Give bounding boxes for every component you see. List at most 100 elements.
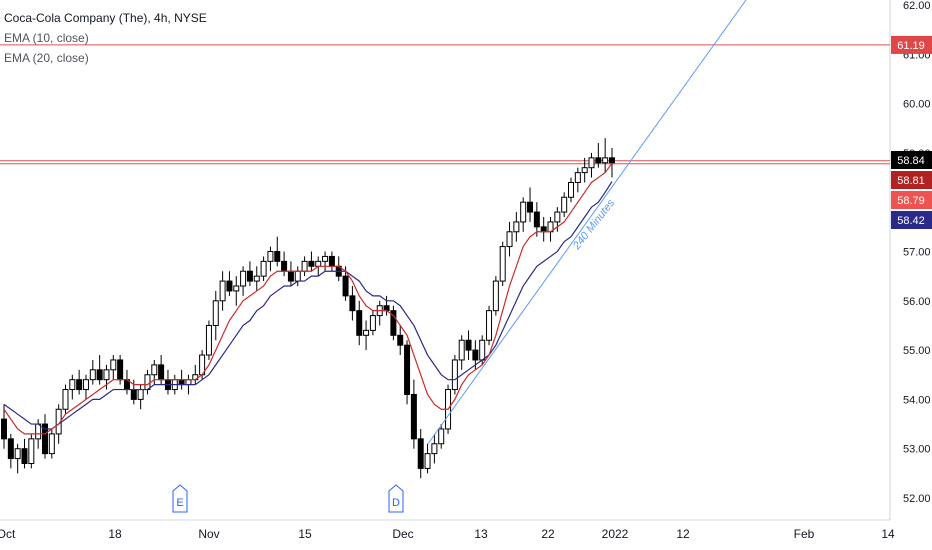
candle-body (369, 315, 376, 331)
candle-body (144, 374, 151, 391)
x-tick-label: 15 (298, 527, 312, 541)
price-badge (891, 191, 932, 209)
legend-title[interactable]: Coca-Cola Company (The), 4h, NYSE (4, 11, 207, 25)
candle-body (219, 280, 226, 302)
candle-body (424, 453, 431, 469)
candle-body (41, 423, 48, 455)
candle-body (7, 438, 14, 460)
candle-body (602, 157, 609, 164)
candle-body (520, 201, 527, 223)
candle-body (62, 389, 69, 410)
x-tick-label: 12 (676, 527, 690, 541)
candle-body (151, 364, 158, 376)
candle-body (294, 270, 301, 282)
candle-body (540, 226, 547, 233)
candle-body (492, 280, 499, 312)
candle-body (103, 369, 110, 381)
candle-body (35, 423, 42, 440)
candle-body (267, 251, 274, 262)
candle-body (185, 379, 192, 386)
legend-ema10[interactable]: EMA (10, close) (4, 31, 89, 45)
candle-body (356, 310, 363, 336)
price-badge-label: 61.19 (897, 40, 925, 52)
candle-body (561, 196, 568, 213)
candle-body (82, 379, 89, 391)
candle-body (89, 369, 96, 381)
price-badge (891, 35, 932, 54)
ema10-line (3, 162, 613, 435)
price-badge-label: 58.42 (897, 215, 925, 227)
candle-body (274, 251, 281, 262)
candle-body (404, 344, 411, 395)
price-badge-label: 58.81 (897, 175, 925, 187)
candle-body (506, 231, 513, 248)
event-marker-label: D (392, 497, 400, 509)
candle-body (458, 339, 465, 361)
x-tick-label: Dec (392, 527, 413, 541)
x-tick-label: 22 (541, 527, 555, 541)
price-badge (891, 171, 932, 189)
candle-body (383, 305, 390, 312)
y-tick-label: 54.00 (903, 394, 931, 406)
x-tick-label: Nov (198, 527, 219, 541)
candle-body (554, 211, 561, 223)
x-tick-label: Feb (794, 527, 815, 541)
candle-body (568, 181, 575, 198)
y-tick-label: 56.00 (903, 296, 931, 308)
candle-body (533, 211, 540, 228)
price-axis-background (890, 0, 932, 550)
candle-body (117, 359, 124, 381)
candle-body (1, 418, 7, 440)
candle-body (14, 448, 21, 460)
price-badge (891, 211, 932, 229)
candle-body (287, 270, 294, 282)
candle-body (486, 310, 493, 341)
candle-body (69, 379, 76, 391)
x-tick-label: 14 (881, 527, 895, 541)
candle-body (110, 359, 117, 371)
candle-body (137, 389, 144, 400)
price-badge-label: 58.84 (897, 155, 925, 167)
ema20-line (3, 181, 613, 430)
y-tick-label: 52.00 (903, 493, 931, 505)
candle-body (417, 438, 424, 469)
candle-body (260, 260, 267, 277)
candle-body (465, 339, 472, 351)
candle-body (130, 389, 137, 400)
trendline[interactable] (427, 0, 747, 445)
y-tick-label: 53.00 (903, 444, 931, 456)
legend-ema20[interactable]: EMA (20, close) (4, 51, 89, 65)
candle-body (397, 334, 404, 346)
price-badge-label: 58.79 (897, 195, 925, 207)
candle-body (513, 221, 520, 233)
event-marker[interactable] (388, 484, 404, 513)
x-tick-label: 2022 (602, 527, 629, 541)
x-tick-label: 18 (108, 527, 122, 541)
candle-body (472, 349, 479, 361)
candle-body (581, 167, 588, 174)
candle-body (342, 275, 349, 297)
candle-body (390, 310, 397, 336)
candle-body (240, 270, 247, 287)
candle-body (595, 157, 602, 164)
candle-body (322, 255, 329, 262)
candle-body (76, 379, 83, 391)
candle-body (21, 448, 28, 464)
candle-body (226, 280, 233, 292)
price-badge (891, 151, 932, 169)
candle-body (212, 300, 219, 326)
candle-body (48, 433, 55, 455)
x-tick-label: 13 (474, 527, 488, 541)
candle-body (431, 443, 438, 455)
candle-body (363, 329, 370, 336)
candle-body (451, 359, 458, 391)
candle-body (28, 438, 35, 464)
candle-body (410, 393, 417, 440)
candle-body (479, 339, 486, 361)
candle-body (315, 260, 322, 267)
candle-body (253, 275, 260, 282)
event-marker[interactable] (172, 484, 188, 513)
candle-body (328, 255, 335, 267)
